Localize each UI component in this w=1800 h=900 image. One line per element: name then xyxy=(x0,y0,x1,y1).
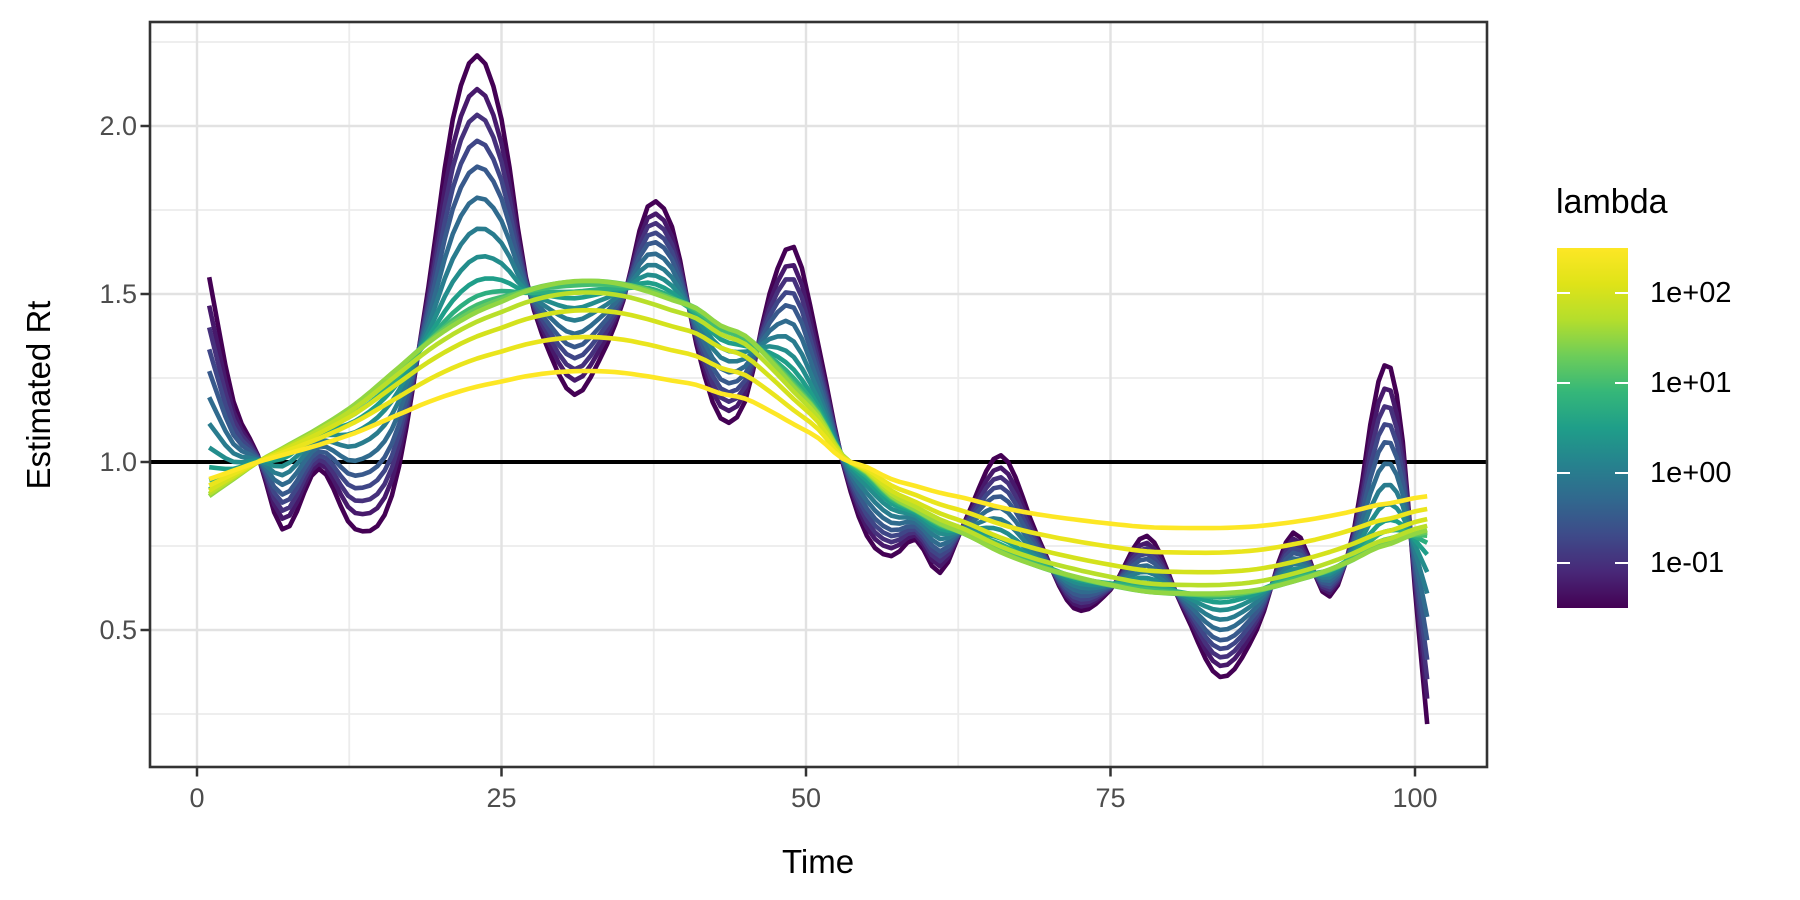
x-tick-label: 0 xyxy=(189,783,205,813)
x-axis-title: Time xyxy=(781,843,855,880)
panel-border xyxy=(148,20,1489,769)
y-tick-label: 1.0 xyxy=(99,447,137,477)
y-tick-label: 2.0 xyxy=(99,111,137,141)
y-tick-label: 0.5 xyxy=(99,615,137,645)
x-tick-label: 75 xyxy=(1095,783,1126,813)
rt-curve-lambda-1e2.5 xyxy=(208,368,1428,531)
y-axis-title: Estimated Rt xyxy=(20,300,57,490)
x-tick-label: 100 xyxy=(1392,783,1438,813)
x-tick-label: 25 xyxy=(486,783,517,813)
x-tick-label: 50 xyxy=(790,783,822,813)
y-tick-label: 1.5 xyxy=(99,279,137,309)
